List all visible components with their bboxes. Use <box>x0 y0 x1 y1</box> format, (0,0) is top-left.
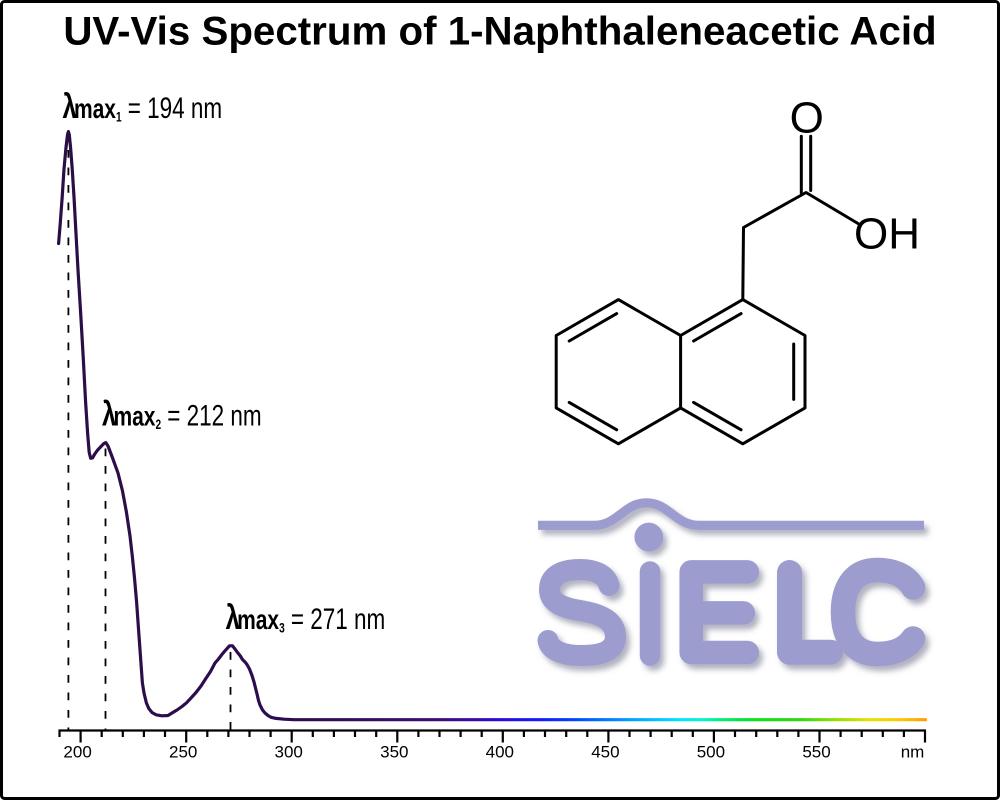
svg-text:nm: nm <box>901 743 925 762</box>
svg-text:O: O <box>790 93 824 142</box>
svg-text:250: 250 <box>169 743 197 762</box>
svg-text:λmax2= 212 nm: λmax2 = 212 nm <box>102 396 262 433</box>
svg-text:λmax1= 194 nm: λmax1 = 194 nm <box>63 89 223 126</box>
svg-text:λmax3= 271 nm: λmax3 = 271 nm <box>226 600 386 637</box>
svg-text:500: 500 <box>697 743 725 762</box>
svg-text:OH: OH <box>854 209 920 258</box>
svg-text:200: 200 <box>63 743 91 762</box>
svg-text:350: 350 <box>380 743 408 762</box>
svg-text:300: 300 <box>275 743 303 762</box>
svg-text:550: 550 <box>802 743 830 762</box>
svg-text:400: 400 <box>486 743 514 762</box>
svg-text:UV-Vis Spectrum of 1-Naphthale: UV-Vis Spectrum of 1-Naphthaleneacetic A… <box>63 9 936 54</box>
svg-text:450: 450 <box>591 743 619 762</box>
